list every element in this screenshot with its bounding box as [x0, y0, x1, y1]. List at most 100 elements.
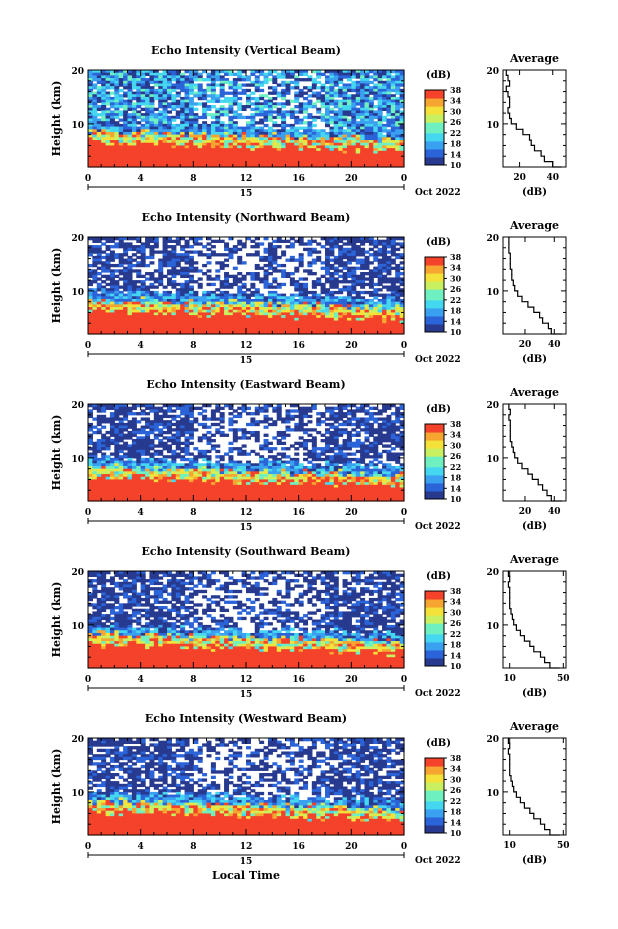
- heatmap-cell: [224, 328, 230, 332]
- heatmap-cell: [88, 126, 93, 130]
- heatmap-cell: [294, 298, 300, 303]
- heatmap-cell: [114, 404, 120, 408]
- heatmap-cell: [153, 153, 159, 157]
- heatmap-cell: [263, 118, 269, 122]
- heatmap-cell: [364, 325, 370, 330]
- heatmap-cell: [320, 315, 326, 319]
- heatmap-cell: [105, 404, 111, 408]
- heatmap-cell: [167, 75, 172, 79]
- heatmap-cell: [202, 113, 208, 117]
- heatmap-cell: [88, 145, 93, 149]
- heatmap-cell: [259, 140, 265, 144]
- heatmap-cell: [311, 247, 317, 252]
- heatmap-cell: [377, 96, 383, 101]
- heatmap-cell: [96, 417, 102, 421]
- heatmap-cell: [88, 328, 93, 332]
- heatmap-cell: [395, 88, 401, 93]
- heatmap-cell: [101, 129, 107, 133]
- heatmap-cell: [210, 83, 216, 87]
- heatmap-cell: [364, 331, 370, 335]
- heatmap-cell: [355, 239, 361, 243]
- heatmap-cell: [289, 156, 295, 160]
- heatmap-cell: [188, 153, 194, 157]
- heatmap-cell: [373, 250, 379, 254]
- heatmap-cell: [167, 158, 172, 163]
- heatmap-cell: [346, 293, 352, 297]
- heatmap-cell: [228, 331, 234, 335]
- heatmap-cell: [145, 142, 151, 147]
- heatmap-cell: [105, 94, 111, 98]
- heatmap-cell: [254, 420, 260, 424]
- heatmap-cell: [175, 263, 181, 268]
- heatmap-cell: [241, 309, 247, 314]
- heatmap-cell: [246, 156, 251, 160]
- heatmap-cell: [114, 315, 120, 319]
- heatmap-cell: [355, 83, 361, 87]
- heatmap-cell: [395, 266, 401, 270]
- heatmap-cell: [382, 266, 388, 270]
- heatmap-cell: [386, 153, 392, 157]
- colorbar-tick-label: 14: [450, 316, 462, 326]
- heatmap-cell: [303, 140, 309, 144]
- heatmap-cell: [338, 261, 344, 265]
- heatmap-cell: [333, 277, 339, 281]
- heatmap-cell: [197, 242, 203, 246]
- heatmap-cell: [267, 72, 273, 76]
- heatmap-cell: [210, 323, 216, 327]
- heatmap-cell: [237, 320, 243, 324]
- heatmap-cell: [145, 272, 151, 276]
- heatmap-cell: [145, 255, 151, 260]
- heatmap-cell: [158, 301, 164, 305]
- heatmap-cell: [167, 307, 172, 311]
- heatmap-cell: [325, 237, 330, 241]
- heatmap-cell: [193, 315, 199, 319]
- heatmap-cell: [377, 156, 383, 160]
- heatmap-cell: [338, 99, 344, 103]
- heatmap-cell: [395, 280, 401, 284]
- heatmap-cell: [180, 315, 186, 319]
- heatmap-cell: [303, 293, 309, 297]
- heatmap-cell: [105, 153, 111, 157]
- heatmap-cell: [149, 156, 155, 160]
- heatmap-cell: [373, 142, 379, 147]
- heatmap-cell: [333, 145, 339, 149]
- heatmap-cell: [395, 237, 401, 241]
- heatmap-cell: [390, 129, 396, 133]
- heatmap-cell: [259, 320, 265, 324]
- heatmap-cell: [175, 131, 181, 136]
- heatmap-cell: [101, 288, 107, 292]
- heatmap-cell: [346, 422, 352, 427]
- heatmap-cell: [202, 121, 208, 125]
- heatmap-cell: [188, 113, 194, 117]
- heatmap-cell: [333, 406, 339, 410]
- heatmap-cell: [105, 115, 111, 120]
- heatmap-cell: [162, 312, 168, 316]
- heatmap-cell: [267, 118, 273, 122]
- heatmap-cell: [114, 280, 120, 284]
- heatmap-cell: [145, 331, 151, 335]
- profile-title: Average: [509, 219, 559, 232]
- heatmap-cell: [241, 91, 247, 95]
- heatmap-cell: [250, 121, 256, 125]
- colorbar-segment: [425, 315, 444, 320]
- heatmap-cell: [395, 309, 401, 314]
- heatmap-cell: [101, 296, 107, 300]
- heatmap-cell: [202, 320, 208, 324]
- heatmap-cell: [167, 83, 172, 87]
- heatmap-cell: [355, 317, 361, 322]
- heatmap-cell: [127, 91, 133, 95]
- heatmap-cell: [224, 145, 230, 149]
- heatmap-cell: [123, 91, 129, 95]
- profile-point: [509, 258, 511, 260]
- heatmap-cell: [123, 312, 129, 316]
- heatmap-cell: [386, 258, 392, 262]
- heatmap-cell: [167, 301, 172, 305]
- heatmap-cell: [149, 307, 155, 311]
- heatmap-cell: [197, 150, 203, 155]
- heatmap-cell: [316, 304, 322, 308]
- heatmap-cell: [224, 137, 230, 141]
- heatmap-cell: [263, 153, 269, 157]
- heatmap-cell: [386, 280, 392, 284]
- heatmap-cell: [342, 261, 348, 265]
- heatmap-cell: [210, 296, 216, 300]
